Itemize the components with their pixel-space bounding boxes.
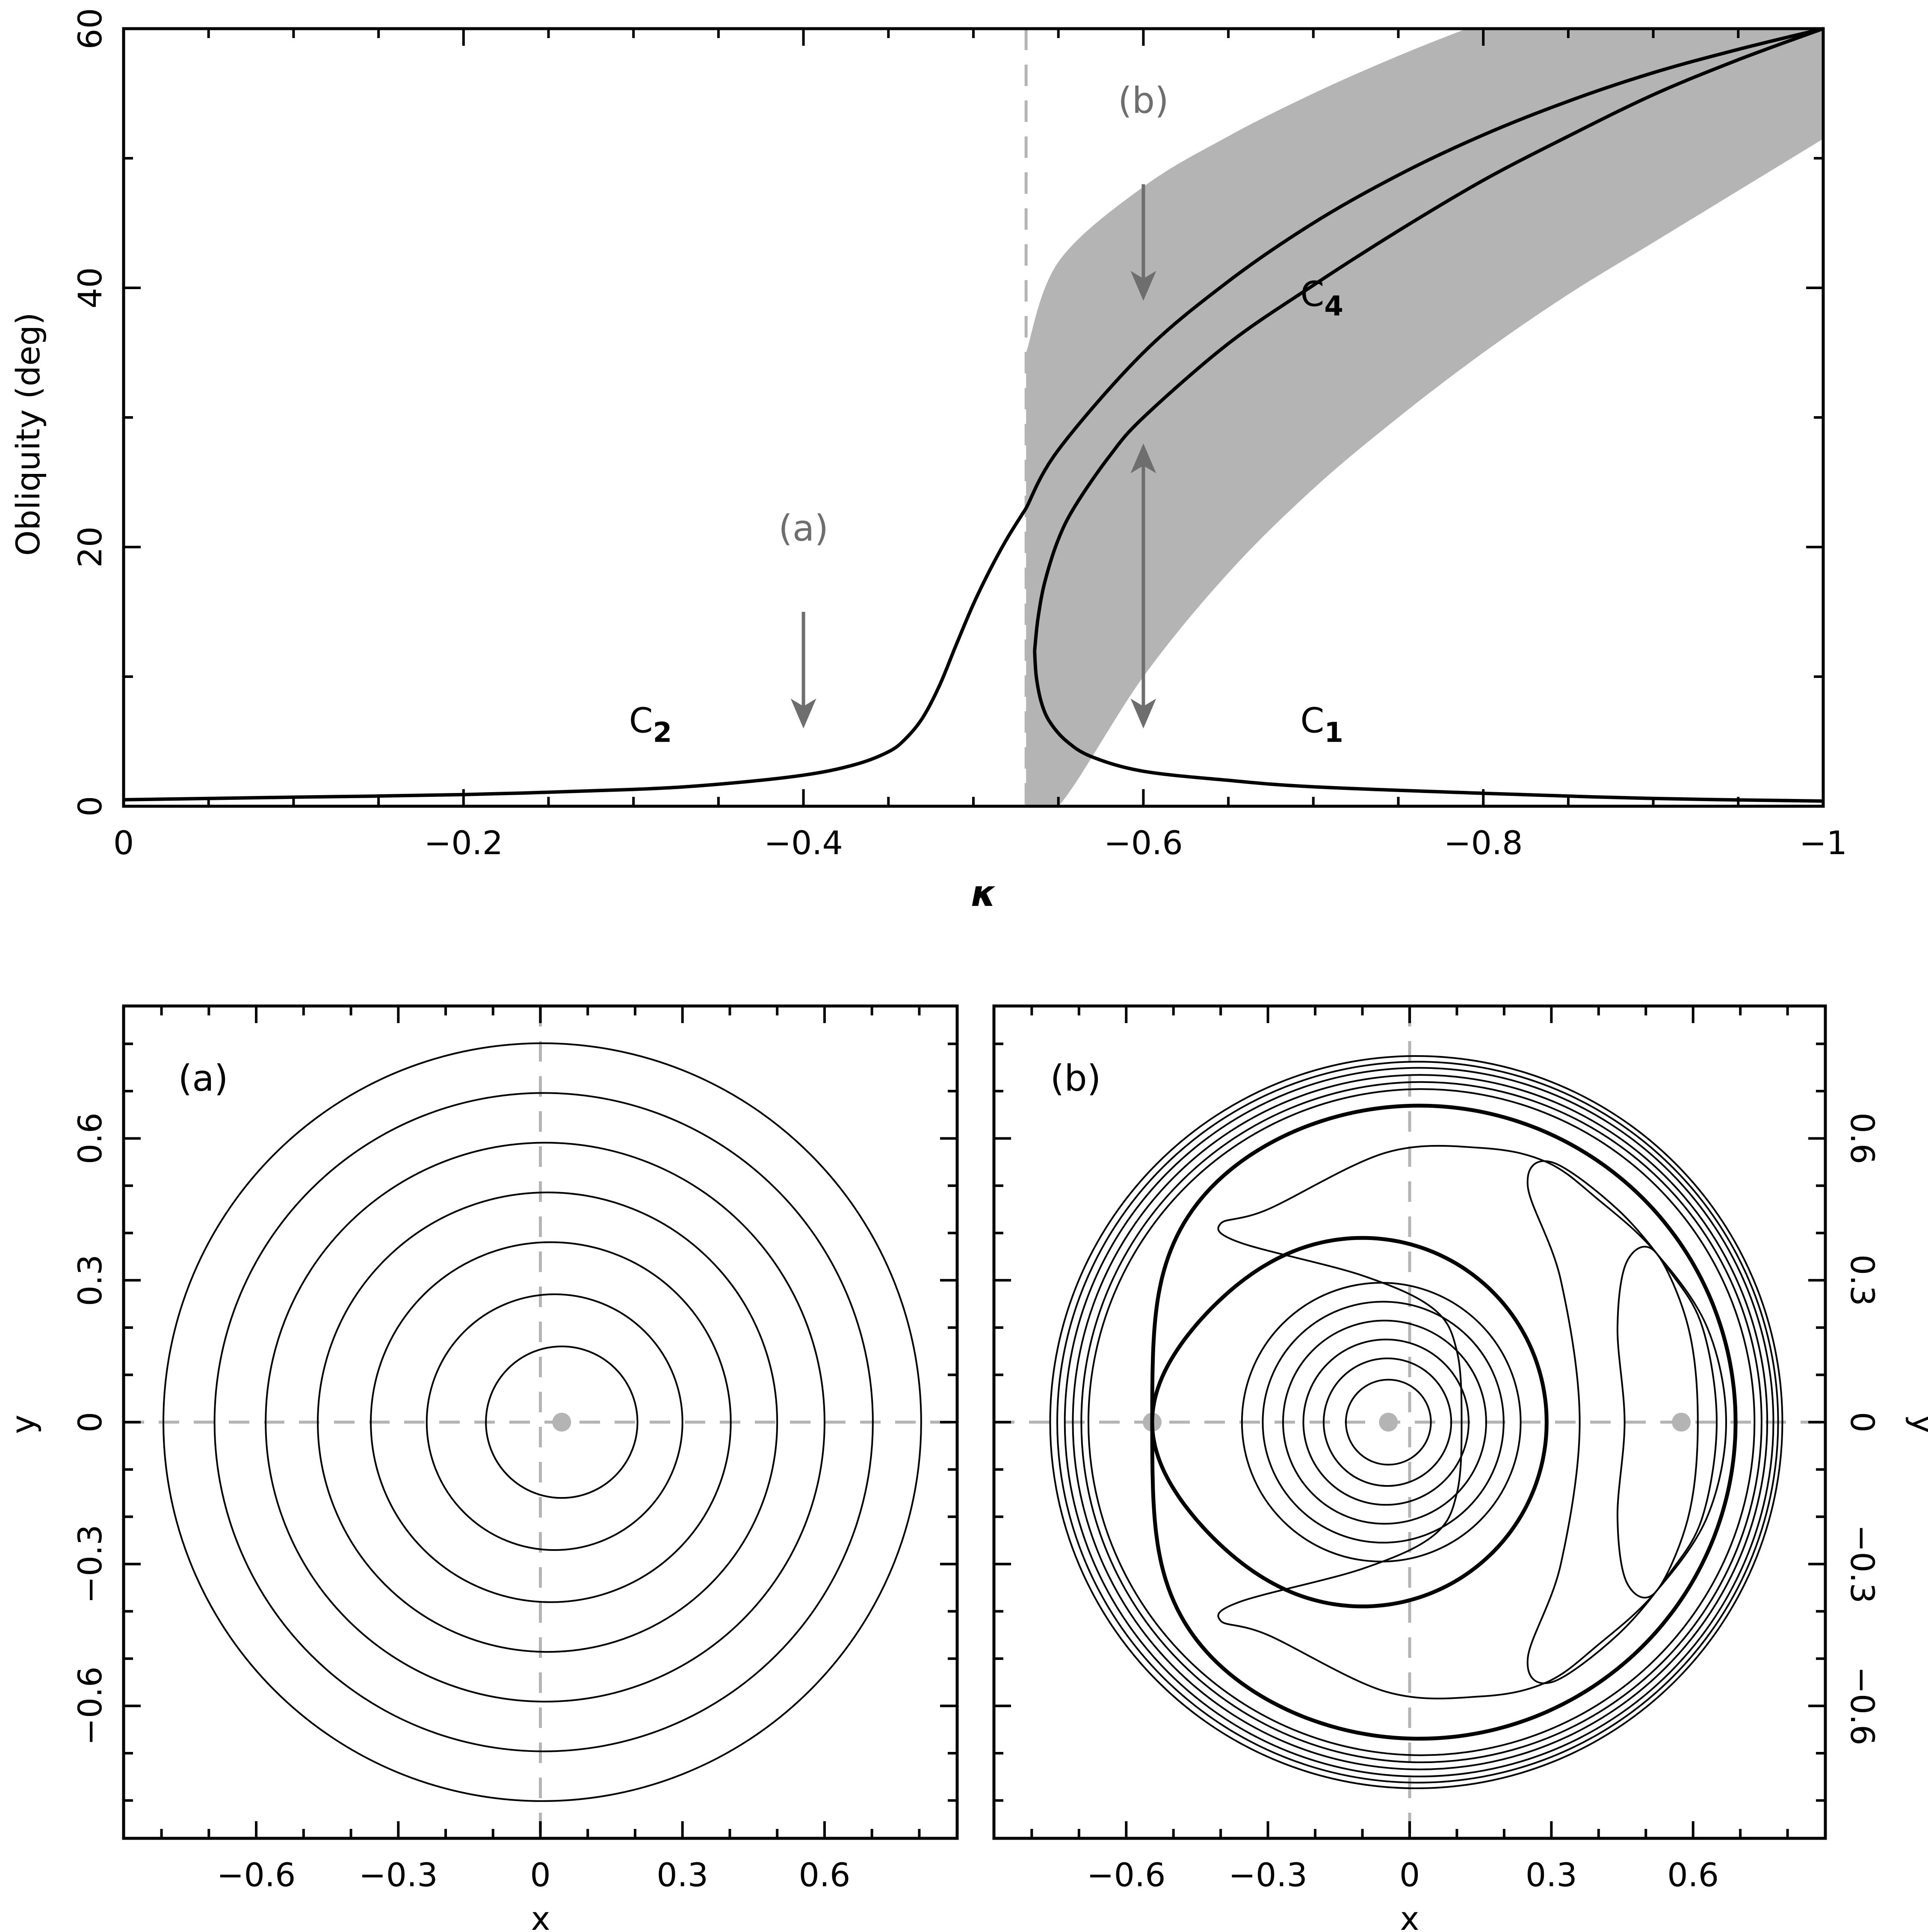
- a-trajectory-circle: [317, 1191, 778, 1653]
- top-x-tick-label: −0.2: [424, 824, 503, 862]
- b-axes-layer: −0.6 −0.3 0 0.3 0.6 −0.6 −0.3 0 0.3 0.6: [992, 1004, 1881, 1894]
- curve-label-letter: C: [629, 701, 653, 740]
- curve-label-c2: C2: [629, 701, 672, 749]
- a-reference-layer: [124, 1006, 957, 1838]
- b-x-tick-label: 0: [1399, 1856, 1420, 1894]
- b-y-tick-label: −0.6: [1843, 1666, 1881, 1746]
- a-y-tick-label: −0.6: [71, 1666, 109, 1746]
- b-x-tick-label: −0.6: [1087, 1856, 1166, 1894]
- top-x-tick-label: −0.4: [764, 824, 843, 862]
- a-y-tick-label: 0: [71, 1412, 109, 1432]
- b-x-tick-label: 0.3: [1526, 1856, 1577, 1894]
- curve-label-c4: C4: [1300, 274, 1343, 322]
- b-equilibrium-point: [1672, 1413, 1691, 1432]
- curve-label-subscript: 2: [653, 717, 672, 749]
- b-outer-trajectory: [1087, 1088, 1756, 1756]
- annotation-label-b: (b): [1118, 80, 1169, 121]
- phase-portrait-a-panel: −0.6 −0.3 0 0.3 0.6 −0.6 −0.3 0 0.3 0.6 (a) x y: [4, 1004, 959, 1932]
- a-trajectory-circle: [265, 1142, 825, 1703]
- a-trajectory-circle: [370, 1241, 732, 1603]
- phase-portrait-b-panel: −0.6 −0.3 0 0.3 0.6 −0.6 −0.3 0 0.3 0.6 (b) x y: [992, 1004, 1928, 1932]
- curve-c3: [1033, 27, 1824, 651]
- a-y-tick-label: 0.6: [71, 1112, 109, 1164]
- curve-c1: [1033, 651, 1824, 803]
- curve-label-c1: C1: [1300, 701, 1343, 749]
- top-x-tick-label: −0.6: [1104, 824, 1183, 862]
- b-y-tick-label: 0: [1843, 1412, 1881, 1432]
- top-y-tick-label: 60: [71, 8, 109, 50]
- a-equilibrium-point: [552, 1413, 571, 1432]
- b-libration-trajectory: [1217, 1145, 1727, 1700]
- a-x-tick-label: 0.3: [656, 1856, 708, 1894]
- b-y-tick-label: −0.3: [1843, 1524, 1881, 1604]
- curve-c4: [1024, 27, 1824, 509]
- a-x-tick-label: 0: [530, 1856, 550, 1894]
- b-inner-trajectory: [1345, 1379, 1432, 1466]
- annotation-arrow-head-1: [1130, 271, 1156, 301]
- a-x-tick-label: −0.6: [217, 1856, 296, 1894]
- top-x-tick-label: −0.8: [1444, 824, 1523, 862]
- a-y-tick-label: −0.3: [71, 1524, 109, 1604]
- annotation-arrow-head-up-2: [1130, 443, 1156, 473]
- b-outer-trajectory: [1049, 1055, 1783, 1790]
- b-inner-trajectory: [1262, 1301, 1505, 1544]
- a-x-axis-label: x: [531, 1899, 550, 1932]
- top-axes-layer: 0 −0.2 −0.4 −0.6 −0.8 −1 0 20 40 60: [71, 8, 1847, 862]
- top-x-tick-label: 0: [113, 824, 134, 862]
- b-separatrix-outer: [1150, 1104, 1738, 1741]
- top-y-tick-label: 0: [71, 796, 109, 817]
- stable-region-band: [1026, 29, 1823, 806]
- annotation-arrow-head-0: [790, 698, 816, 729]
- a-curves-layer: [163, 1042, 922, 1802]
- top-x-tick-label: −1: [1799, 824, 1847, 862]
- b-y-axis-label: y: [1905, 1415, 1928, 1434]
- b-outer-trajectory: [1056, 1061, 1779, 1784]
- top-curves-layer: [123, 27, 1824, 803]
- top-y-tick-label: 20: [71, 527, 109, 568]
- b-inner-trajectory: [1282, 1320, 1487, 1525]
- a-axes-layer: −0.6 −0.3 0 0.3 0.6 −0.6 −0.3 0 0.3 0.6: [71, 1004, 959, 1894]
- a-x-tick-label: 0.6: [798, 1856, 850, 1894]
- curve-label-letter: C: [1300, 701, 1324, 740]
- b-inner-trajectory: [1302, 1338, 1470, 1506]
- top-band-layer: [1026, 29, 1823, 806]
- top-x-axis-label: κ: [971, 873, 997, 914]
- b-outer-trajectory: [1080, 1081, 1762, 1763]
- b-outer-trajectory: [1064, 1067, 1774, 1778]
- a-trajectory-circle: [426, 1293, 683, 1551]
- a-trajectory-circle: [213, 1092, 874, 1752]
- a-trajectory-circle: [163, 1042, 922, 1802]
- curve-c2: [123, 507, 1028, 802]
- b-reference-layer: [994, 1006, 1825, 1838]
- curve-label-subscript: 4: [1324, 290, 1343, 322]
- b-x-tick-label: −0.3: [1228, 1856, 1307, 1894]
- a-x-tick-label: −0.3: [359, 1856, 438, 1894]
- panel-a-label: (a): [178, 1057, 228, 1099]
- b-y-tick-label: 0.3: [1843, 1254, 1881, 1306]
- b-outer-trajectory: [1072, 1074, 1768, 1770]
- b-y-tick-label: 0.6: [1843, 1112, 1881, 1164]
- b-equilibrium-point: [1379, 1413, 1398, 1432]
- annotation-arrow-head-2: [1130, 698, 1156, 729]
- annotation-label-a: (a): [778, 507, 828, 549]
- top-y-axis-label: Obliquity (deg): [9, 312, 47, 556]
- b-curves-layer: [1049, 1055, 1783, 1790]
- a-trajectory-circle: [485, 1345, 639, 1499]
- curve-label-subscript: 1: [1324, 717, 1343, 749]
- panel-b-label: (b): [1050, 1057, 1101, 1099]
- curve-label-letter: C: [1300, 274, 1324, 314]
- a-y-tick-label: 0.3: [71, 1254, 109, 1306]
- a-y-axis-label: y: [4, 1415, 42, 1434]
- b-x-tick-label: 0.6: [1667, 1856, 1719, 1894]
- top-y-tick-label: 40: [71, 267, 109, 309]
- b-x-axis-label: x: [1400, 1899, 1419, 1932]
- b-inner-trajectory: [1322, 1357, 1452, 1487]
